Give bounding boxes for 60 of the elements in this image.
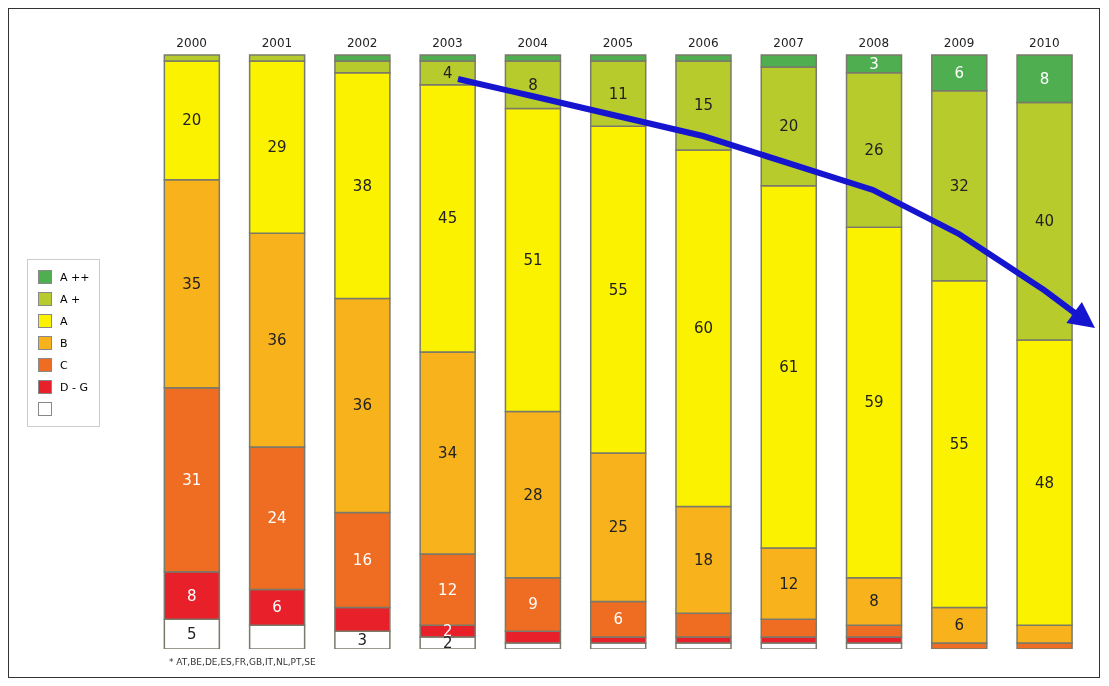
data-label: 36	[352, 396, 372, 415]
data-label: 9	[528, 595, 538, 614]
data-label: 6	[613, 610, 623, 629]
data-label: 18	[693, 550, 714, 569]
data-label: 8	[187, 586, 197, 605]
data-label: 38	[352, 176, 372, 195]
legend-label: A +	[60, 292, 81, 306]
x-tick-label: 2003	[432, 36, 463, 50]
data-label: 25	[608, 518, 628, 537]
x-tick-label: 2002	[346, 36, 378, 50]
x-tick-label: 2008	[858, 36, 890, 50]
data-label: 20	[779, 117, 799, 136]
data-label: 6	[954, 63, 965, 82]
data-label: 8	[1039, 69, 1050, 88]
data-label: 36	[267, 331, 287, 350]
data-label: 20	[182, 111, 202, 130]
x-tick-label: 2004	[517, 36, 548, 50]
data-label: 12	[779, 574, 799, 593]
data-label: 55	[949, 435, 969, 454]
data-label: 26	[864, 141, 884, 160]
data-label: 11	[608, 84, 628, 103]
data-label: 24	[267, 509, 287, 528]
data-label: 55	[608, 280, 628, 299]
data-label: 12	[438, 580, 458, 599]
data-label: 8	[869, 592, 879, 611]
data-label: 60	[693, 319, 714, 338]
data-label: 6	[954, 616, 965, 635]
x-tick-label: 2010	[1029, 36, 1060, 50]
x-tick-label: 2005	[602, 36, 634, 50]
data-label: 40	[1035, 212, 1055, 231]
data-label: 5	[187, 625, 197, 644]
x-tick-label: 2007	[773, 36, 804, 50]
data-label: 45	[438, 209, 458, 228]
data-label: 35	[182, 274, 202, 293]
x-tick-label: 2001	[261, 36, 293, 50]
data-label: 6	[272, 598, 282, 617]
legend-label: A	[60, 314, 68, 328]
legend-label: C	[60, 358, 68, 372]
data-label: 32	[949, 176, 969, 195]
data-label: 51	[523, 250, 543, 269]
text: * AT,BE,DE,ES,FR,GB,IT,NL,PT,SE	[169, 657, 316, 667]
data-label: 34	[438, 443, 458, 462]
data-label: 59	[864, 393, 884, 412]
data-label: 4	[442, 63, 453, 82]
data-label: 3	[357, 631, 368, 650]
data-label: 8	[528, 75, 538, 94]
x-tick-label: 2000	[176, 36, 207, 50]
x-tick-label: 2006	[688, 36, 719, 50]
data-label: 61	[779, 357, 799, 376]
legend-label: B	[60, 336, 68, 350]
data-label: 29	[267, 138, 287, 157]
legend-label: D - G	[60, 380, 88, 394]
data-label: 3	[869, 54, 879, 73]
data-label: 28	[523, 485, 543, 504]
x-tick-label: 2009	[943, 36, 975, 50]
legend-label: A ++	[60, 270, 90, 284]
data-label: 48	[1035, 473, 1055, 492]
data-label: 31	[182, 470, 202, 489]
data-label: 16	[352, 550, 372, 569]
data-label: 15	[693, 96, 714, 115]
